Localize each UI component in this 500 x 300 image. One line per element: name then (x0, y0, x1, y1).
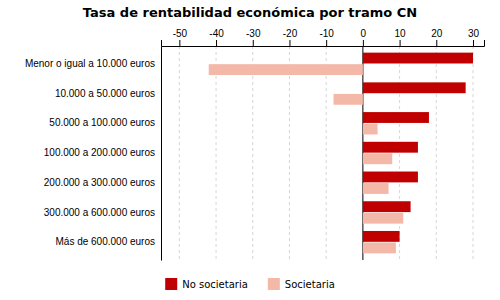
grid-line (399, 46, 400, 260)
tick: 0 (361, 28, 367, 46)
grid-line (436, 46, 437, 260)
tick-label: 50.000 a 100.000 euros (49, 117, 155, 128)
x-axis: -50 -40 -30 -20 -10 0 10 20 30 (162, 28, 485, 47)
tick: 200.000 a 300.000 euros (44, 177, 161, 188)
tick: 300.000 a 600.000 euros (44, 207, 161, 218)
tick-mark (216, 40, 217, 46)
tick-label: 10.000 a 50.000 euros (55, 88, 155, 99)
bar (363, 213, 403, 224)
tick-label: 20 (431, 28, 443, 39)
tick-label: -10 (319, 28, 334, 39)
tick-label: -50 (173, 28, 188, 39)
title: Tasa de rentabilidad económica por tramo… (83, 5, 417, 20)
tick: Menor o igual a 10.000 euros (25, 58, 161, 69)
bar (363, 201, 411, 212)
tick-label: 30 (468, 28, 480, 39)
bar (363, 53, 473, 64)
tick: -10 (319, 28, 334, 46)
series (209, 64, 404, 253)
grid-line (362, 46, 363, 260)
tick-label: 100.000 a 200.000 euros (44, 147, 155, 158)
legend-item: No societaria (165, 278, 248, 290)
tick-mark (473, 40, 474, 46)
grid (179, 46, 473, 260)
tick-label: -30 (246, 28, 261, 39)
legend-swatch (268, 278, 280, 290)
tick: 30 (468, 28, 480, 46)
tick: -20 (283, 28, 298, 46)
tick-label: Menor o igual a 10.000 euros (25, 58, 155, 69)
bar (363, 172, 418, 183)
bar (363, 153, 392, 164)
grid-line (472, 46, 473, 260)
tick: 50.000 a 100.000 euros (49, 117, 161, 128)
bar (363, 112, 429, 123)
tick-label: 0 (361, 28, 367, 39)
tick-label: -20 (283, 28, 298, 39)
tick: 20 (431, 28, 443, 46)
plot: -50 -40 -30 -20 -10 0 10 20 30 Menor o igual a 10… (25, 28, 485, 261)
tick-label: 300.000 a 600.000 euros (44, 207, 155, 218)
legend-item: Societaria (268, 278, 335, 290)
axis-line (161, 47, 162, 261)
tick: 10.000 a 50.000 euros (55, 88, 161, 99)
bar (209, 64, 363, 75)
bar (334, 94, 363, 105)
tick-label: -40 (209, 28, 224, 39)
grid-line (216, 46, 217, 260)
series (363, 53, 473, 242)
axis-line (162, 40, 485, 47)
grid-line (179, 46, 180, 260)
tick-mark (363, 40, 364, 46)
tick-mark (436, 40, 437, 46)
tick-label: 10 (395, 28, 407, 39)
tick-label: 200.000 a 300.000 euros (44, 177, 155, 188)
legend-swatch (165, 278, 177, 290)
legend-label: Societaria (285, 279, 335, 290)
bar (363, 124, 378, 135)
grid-line (289, 46, 290, 260)
tick-mark (326, 40, 327, 46)
y-axis: Menor o igual a 10.000 euros 10.000 a 50.… (25, 47, 162, 261)
grid-line (326, 46, 327, 260)
tick-mark (289, 40, 290, 46)
tick: -40 (209, 28, 224, 46)
tick: 100.000 a 200.000 euros (44, 147, 161, 158)
bar (363, 183, 389, 194)
tick-label: Más de 600.000 euros (55, 236, 155, 247)
bars (209, 53, 473, 254)
legend: No societaria Societaria (165, 278, 335, 290)
tick-mark (253, 40, 254, 46)
bar (363, 82, 466, 93)
legend-label: No societaria (182, 279, 248, 290)
tick: 10 (395, 28, 407, 46)
grid-line (252, 46, 253, 260)
bar (363, 142, 418, 153)
bar (363, 231, 400, 242)
chart: Tasa de rentabilidad económica por tramo… (0, 0, 500, 300)
tick: -50 (173, 28, 188, 46)
bar (363, 243, 396, 254)
tick: -30 (246, 28, 261, 46)
tick: Más de 600.000 euros (55, 236, 161, 247)
tick-mark (400, 40, 401, 46)
tick-mark (179, 40, 180, 46)
